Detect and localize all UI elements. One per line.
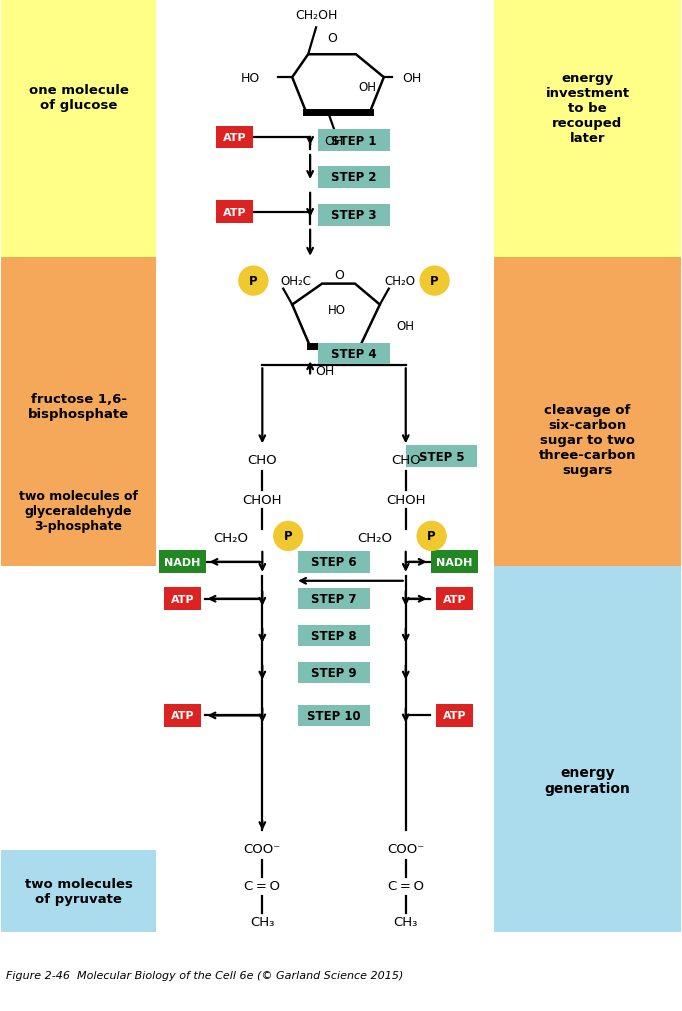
Text: CHOH: CHOH [386,493,426,507]
FancyBboxPatch shape [431,551,478,574]
Text: OH: OH [403,72,422,85]
Text: OH: OH [325,134,344,148]
Text: C = O: C = O [388,880,424,893]
Text: energy
generation: energy generation [544,765,630,796]
Text: CH₂O: CH₂O [385,275,416,288]
FancyBboxPatch shape [298,662,370,683]
Bar [1,258,155,566]
FancyBboxPatch shape [298,705,370,727]
FancyBboxPatch shape [318,130,390,152]
Text: OH₂C: OH₂C [280,275,311,288]
Circle shape [239,267,268,296]
FancyBboxPatch shape [164,705,201,727]
Text: NADH: NADH [436,557,473,567]
Text: HO: HO [328,303,346,316]
Bar [1,1,155,258]
Text: ATP: ATP [170,594,194,605]
FancyBboxPatch shape [436,587,473,611]
FancyBboxPatch shape [298,588,370,610]
Text: two molecules of
glyceraldehyde
3-phosphate: two molecules of glyceraldehyde 3-phosph… [19,490,138,533]
Text: C = O: C = O [244,880,280,893]
Text: CH₂O: CH₂O [357,532,391,545]
FancyBboxPatch shape [216,201,253,224]
Text: O: O [334,269,344,282]
FancyBboxPatch shape [406,446,477,467]
Text: STEP 10: STEP 10 [307,710,361,722]
Text: OH: OH [316,365,335,377]
Text: STEP 8: STEP 8 [311,630,357,643]
FancyBboxPatch shape [436,705,473,727]
FancyBboxPatch shape [298,552,370,573]
Text: ATP: ATP [170,711,194,721]
Text: two molecules
of pyruvate: two molecules of pyruvate [25,878,132,905]
Text: STEP 2: STEP 2 [331,171,376,184]
Text: P: P [284,530,293,543]
FancyBboxPatch shape [159,551,206,574]
Text: HO: HO [241,72,261,85]
Text: STEP 3: STEP 3 [331,209,376,222]
FancyBboxPatch shape [216,126,253,150]
Text: STEP 7: STEP 7 [311,592,357,606]
Text: P: P [249,275,258,288]
Text: Figure 2-46  Molecular Biology of the Cell 6e (© Garland Science 2015): Figure 2-46 Molecular Biology of the Cel… [6,970,404,980]
FancyBboxPatch shape [164,587,201,611]
Text: CHO: CHO [391,453,421,466]
Bar [494,1,681,258]
Text: STEP 6: STEP 6 [311,556,357,569]
Bar [494,258,681,566]
Text: CH₂OH: CH₂OH [295,9,338,22]
Text: O: O [327,32,337,45]
Text: OH: OH [397,319,415,333]
Text: CHO: CHO [248,453,277,466]
Circle shape [420,267,449,296]
Text: P: P [428,530,436,543]
Text: STEP 4: STEP 4 [331,348,376,361]
Text: ATP: ATP [443,711,466,721]
Text: OH: OH [358,81,376,94]
Text: COO⁻: COO⁻ [387,842,424,854]
Text: P: P [430,275,439,288]
Bar [494,566,681,932]
Text: STEP 9: STEP 9 [311,666,357,679]
Text: STEP 5: STEP 5 [419,450,464,463]
Text: energy
investment
to be
recouped
later: energy investment to be recouped later [546,72,629,145]
Circle shape [273,522,303,551]
FancyBboxPatch shape [298,625,370,647]
Text: ATP: ATP [222,207,246,217]
Text: ATP: ATP [443,594,466,605]
Text: STEP 1: STEP 1 [331,134,376,148]
Circle shape [417,522,446,551]
FancyBboxPatch shape [318,205,390,226]
Text: CH₃: CH₃ [394,915,418,928]
FancyBboxPatch shape [318,167,390,188]
Bar [1,850,155,932]
Text: NADH: NADH [164,557,201,567]
Text: one molecule
of glucose: one molecule of glucose [29,84,128,112]
FancyBboxPatch shape [318,344,390,365]
Text: CHOH: CHOH [243,493,282,507]
Text: ATP: ATP [222,132,246,143]
Text: CH₂O: CH₂O [213,532,248,545]
Text: cleavage of
six-carbon
sugar to two
three-carbon
sugars: cleavage of six-carbon sugar to two thre… [539,403,636,476]
Text: COO⁻: COO⁻ [243,842,281,854]
Text: CH₃: CH₃ [250,915,275,928]
Text: fructose 1,6-
bisphosphate: fructose 1,6- bisphosphate [28,393,129,421]
